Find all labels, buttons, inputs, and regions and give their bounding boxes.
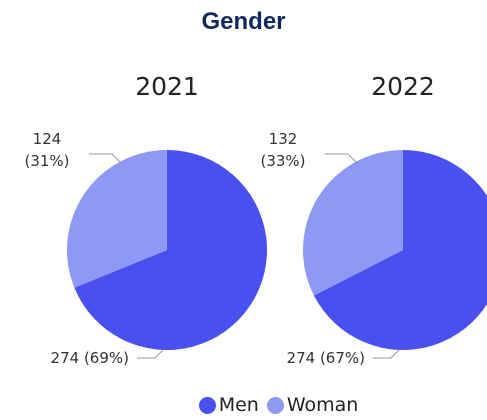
pie-slice — [74, 150, 267, 351]
leader-line — [325, 153, 359, 165]
pie-slice — [67, 150, 167, 288]
legend-label: Men — [218, 394, 259, 416]
data-label: 274 (69%) — [50, 349, 129, 367]
leader-line — [89, 153, 123, 165]
pie-slice — [313, 150, 487, 350]
legend-item: Woman — [266, 394, 359, 416]
data-label: 274 (67%) — [286, 349, 365, 367]
legend: Men Woman — [0, 394, 487, 416]
legend-swatch — [266, 396, 284, 414]
pie-title: 2021 — [135, 72, 199, 101]
legend-item: Men — [198, 394, 259, 416]
pie-slice — [303, 150, 403, 296]
legend-swatch — [198, 396, 216, 414]
visual-title: Gender — [201, 8, 286, 35]
data-label: 124 (31%) — [24, 130, 70, 170]
leader-line — [373, 349, 400, 359]
legend-label: Woman — [286, 394, 359, 416]
data-label: 132 (33%) — [260, 130, 306, 170]
leader-line — [137, 349, 164, 359]
pie-title: 2022 — [371, 72, 435, 101]
